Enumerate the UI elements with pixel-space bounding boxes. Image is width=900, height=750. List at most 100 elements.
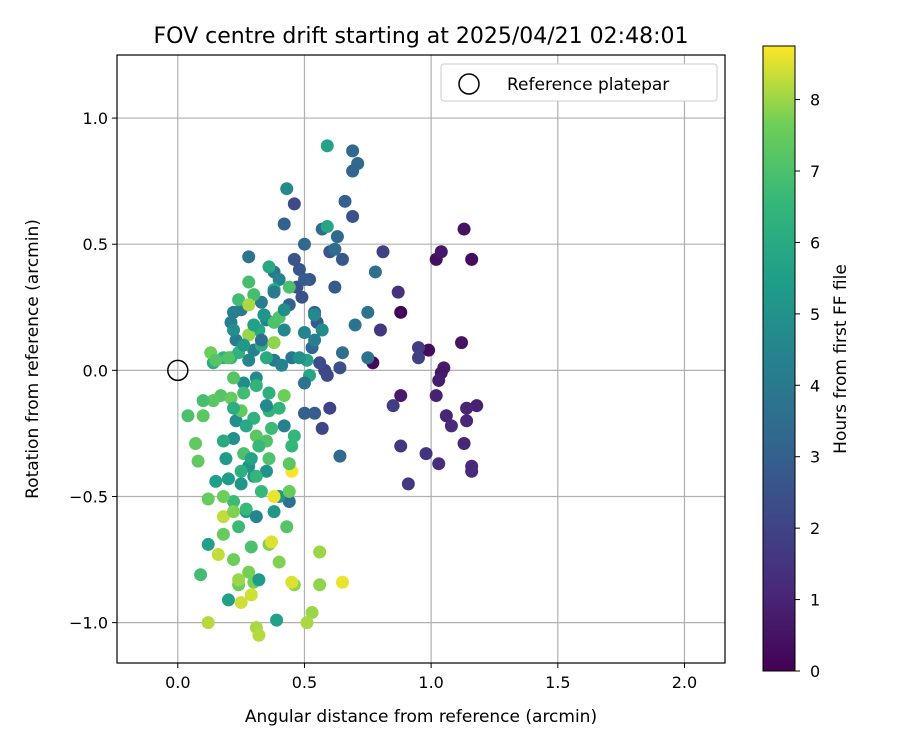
data-point	[439, 409, 453, 423]
data-point	[348, 318, 362, 332]
data-point	[244, 540, 258, 554]
data-point	[386, 399, 400, 413]
data-point	[234, 595, 248, 609]
data-point	[320, 368, 334, 382]
data-point	[221, 351, 235, 365]
data-point	[234, 464, 248, 478]
data-point	[216, 434, 230, 448]
data-point	[219, 452, 233, 466]
data-point	[259, 399, 273, 413]
data-point	[297, 237, 311, 251]
data-point	[221, 472, 235, 486]
colorbar	[762, 45, 796, 672]
data-point	[227, 305, 241, 319]
x-axis-label: Angular distance from reference (arcmin)	[245, 707, 597, 727]
data-point	[401, 477, 415, 491]
colorbar-tick-label: 2	[810, 519, 820, 538]
data-point	[432, 457, 446, 471]
data-point	[297, 273, 311, 287]
data-point	[300, 616, 314, 630]
data-point	[216, 489, 230, 503]
data-point	[227, 371, 241, 385]
data-point	[277, 389, 291, 403]
data-point	[252, 573, 266, 587]
data-point	[249, 510, 263, 524]
data-point	[465, 252, 479, 266]
data-point	[280, 182, 294, 196]
data-point	[196, 394, 210, 408]
data-point	[267, 505, 281, 519]
x-tick-label: 1.5	[545, 673, 570, 692]
data-point	[328, 242, 342, 256]
colorbar-tick-label: 3	[810, 448, 820, 467]
data-point	[254, 484, 268, 498]
data-point	[227, 401, 241, 415]
data-point	[411, 341, 425, 355]
data-point	[280, 520, 294, 534]
data-point	[272, 555, 286, 569]
y-axis-label: Rotation from reference (arcmin)	[23, 219, 43, 499]
data-point	[227, 495, 241, 509]
colorbar-tick-label: 8	[810, 91, 820, 110]
data-point	[242, 250, 256, 264]
data-point	[338, 194, 352, 208]
data-point	[394, 305, 408, 319]
data-point	[232, 293, 246, 307]
data-point	[295, 290, 309, 304]
data-point	[346, 164, 360, 178]
data-point	[242, 565, 256, 579]
data-point	[285, 439, 299, 453]
data-point	[422, 343, 436, 357]
data-point	[457, 222, 471, 236]
data-point	[254, 333, 268, 347]
data-point	[285, 575, 299, 589]
y-axis-ticks: −1.0 −0.5 0.0 0.5 1.0	[69, 109, 117, 633]
data-point	[224, 391, 238, 405]
data-point	[444, 419, 458, 433]
legend-reference-marker	[458, 73, 480, 95]
scatter-points	[181, 139, 484, 642]
data-point	[194, 568, 208, 582]
data-point	[313, 545, 327, 559]
data-point	[328, 280, 342, 294]
data-point	[457, 437, 471, 451]
data-point	[394, 389, 408, 403]
data-point	[252, 628, 266, 642]
data-point	[330, 230, 344, 244]
data-point	[368, 265, 382, 279]
data-point	[346, 209, 360, 223]
reference-platepar-marker	[167, 359, 189, 382]
data-point	[308, 406, 322, 420]
data-point	[391, 285, 405, 299]
data-point	[297, 376, 311, 390]
data-point	[242, 298, 256, 312]
data-point	[335, 252, 349, 266]
data-point	[259, 464, 273, 478]
data-point	[465, 464, 479, 478]
colorbar-tick-label: 4	[810, 376, 820, 395]
colorbar-ticks: 0 1 2 3 4 5 6 7 8	[795, 91, 820, 681]
data-point	[320, 139, 334, 153]
data-point	[249, 429, 263, 443]
data-point	[320, 220, 334, 234]
data-point	[242, 275, 256, 289]
data-point	[244, 588, 258, 602]
data-point	[257, 308, 271, 322]
plot-frame	[116, 54, 726, 664]
data-point	[313, 356, 327, 370]
colorbar-tick-label: 5	[810, 305, 820, 324]
data-point	[323, 401, 337, 415]
data-point	[227, 431, 241, 445]
data-point	[335, 346, 349, 360]
data-point	[460, 414, 474, 428]
data-point	[265, 535, 279, 549]
data-point	[361, 351, 375, 365]
data-point	[237, 386, 251, 400]
data-point	[287, 252, 301, 266]
y-tick-label: 0.5	[83, 235, 108, 254]
y-tick-label: −1.0	[69, 614, 108, 633]
data-point	[249, 469, 263, 483]
data-point	[394, 439, 408, 453]
data-point	[460, 401, 474, 415]
